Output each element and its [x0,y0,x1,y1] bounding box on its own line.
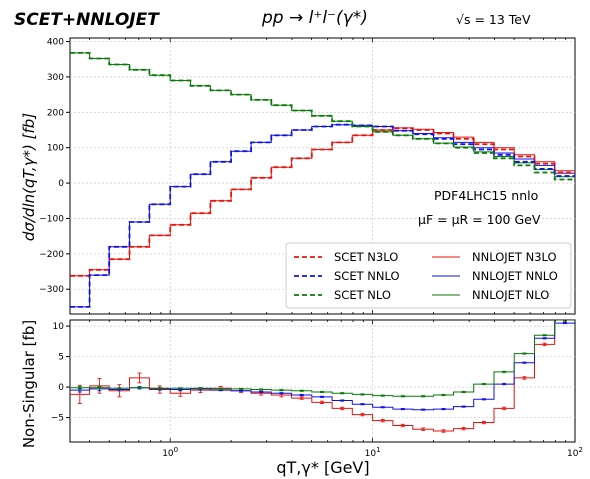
legend-label: SCET N3LO [334,250,398,264]
x-tick-label: 100 [162,446,178,459]
y-tick-label: 300 [47,73,64,83]
energy-label: √s = 13 TeV [456,12,531,27]
ratio-grid [70,320,575,442]
x-tick-label: 101 [365,446,381,459]
ratio-line-n3lo [70,320,575,432]
axis-ticks: −300 −200 −100 0 100 200 300 400 −5 0 5 10 100 101 102 [39,38,583,459]
pdf-annotation: PDF4LHC15 nnlo [434,188,538,203]
legend-label: SCET NNLO [334,269,400,283]
series-line-scet-n3lo [70,127,575,277]
legend-box [285,242,572,309]
x-tick-label: 102 [567,446,583,459]
legend: SCET N3LO SCET NNLO SCET NLO NNLOJET N3LO NN… [285,242,572,309]
main-series [70,52,575,308]
ratio-line-nnlo [70,322,575,411]
series-line-scet-nlo [70,52,575,181]
legend-label: NNLOJET NNLO [472,269,558,283]
y-tick-label: 200 [47,108,64,118]
x-axis-label: qT,γ* [GeV] [276,458,369,477]
scale-annotation: μF = μR = 100 GeV [418,212,541,227]
y-tick-label: 400 [47,38,64,48]
y-tick-label: 10 [53,322,65,332]
y-tick-label: −300 [39,285,64,295]
series-line-nnlojet-nlo [70,52,575,178]
y-tick-label: −100 [39,214,64,224]
main-y-axis-label: dσ/dln(qT,γ*) [fb] [20,113,38,241]
y-tick-label: 5 [58,353,64,363]
process-label: pp → l⁺l⁻(γ*) [261,8,368,28]
legend-label: NNLOJET N3LO [472,250,557,264]
ratio-plot-frame [69,319,576,443]
y-tick-label: −5 [51,414,64,424]
ratio-line-nlo [70,320,575,397]
ratio-y-axis-label: Non-Singular [fb] [20,320,38,448]
y-tick-label: 100 [47,144,64,154]
series-line-scet-nnlo [70,123,575,308]
y-tick-label: 0 [58,179,64,189]
legend-label: NNLOJET NLO [472,288,549,302]
y-tick-label: 0 [58,383,64,393]
y-tick-label: −200 [39,250,64,260]
ratio-series [70,320,575,433]
legend-label: SCET NLO [334,288,391,302]
brand-label: SCET+NNLOJET [14,10,160,30]
